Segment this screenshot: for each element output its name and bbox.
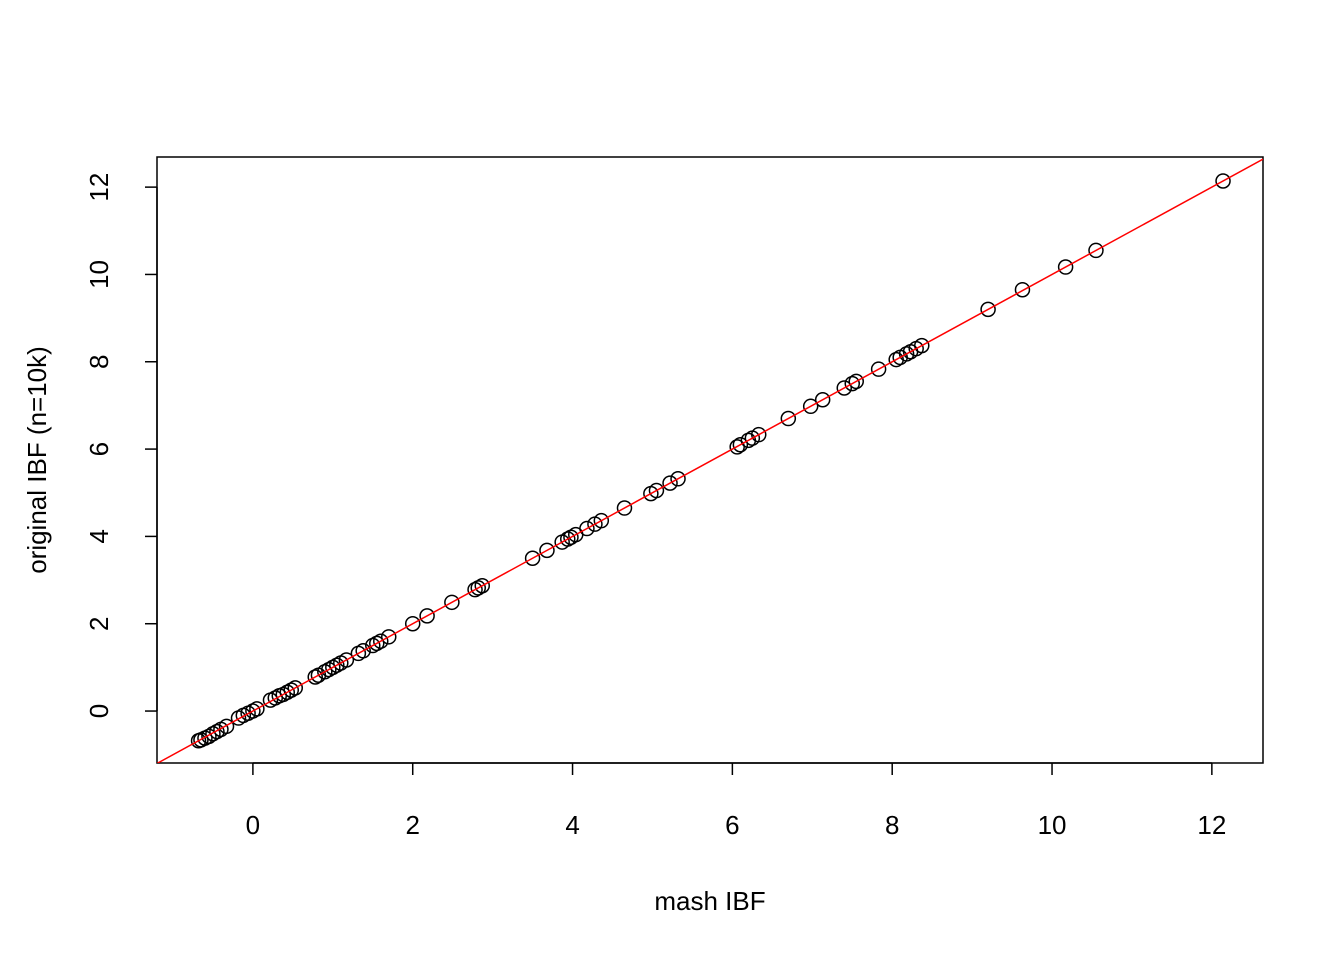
point [380,629,397,645]
point [980,301,996,318]
y-tick-label: 2 [84,616,114,630]
y-tick-label: 0 [84,704,114,718]
y-tick-label: 4 [84,529,114,543]
point [338,652,355,668]
point [444,594,460,611]
point [593,512,610,529]
point [914,337,930,354]
point [648,482,665,499]
point [780,410,797,427]
point [616,500,633,516]
point [836,380,853,396]
point [355,643,371,659]
y-tick-label: 8 [84,355,114,369]
y-tick-label: 6 [84,442,114,456]
point [404,615,421,632]
point [307,669,323,685]
point [670,471,686,487]
point [524,550,541,566]
point [814,391,831,408]
x-tick-label: 8 [885,810,899,840]
point [1014,281,1031,298]
point [729,439,745,455]
point [474,577,490,594]
point [249,701,265,717]
x-tick-label: 6 [725,810,739,840]
point [1088,242,1104,259]
point [467,581,483,598]
point [662,475,678,491]
point [539,542,555,559]
point [1057,259,1074,275]
x-tick-label: 12 [1197,810,1226,840]
x-tick-label: 10 [1038,810,1067,840]
point [419,608,435,624]
point [373,633,389,649]
x-tick-label: 2 [405,810,419,840]
point [848,373,864,390]
y-tick-label: 10 [84,260,114,289]
x-tick-label: 0 [246,810,260,840]
point [870,361,887,377]
point [732,436,749,453]
point [218,718,235,735]
y-axis-label: original IBF (n=10k) [22,346,52,574]
y-tick-label: 12 [84,173,114,202]
x-axis-label: mash IBF [654,886,765,916]
point [802,398,819,415]
point [1215,173,1231,189]
x-tick-label: 4 [565,810,579,840]
point [750,426,767,443]
reference-line [157,158,1263,763]
point [201,728,217,745]
point [579,520,595,537]
point [287,680,303,696]
point [560,531,576,547]
